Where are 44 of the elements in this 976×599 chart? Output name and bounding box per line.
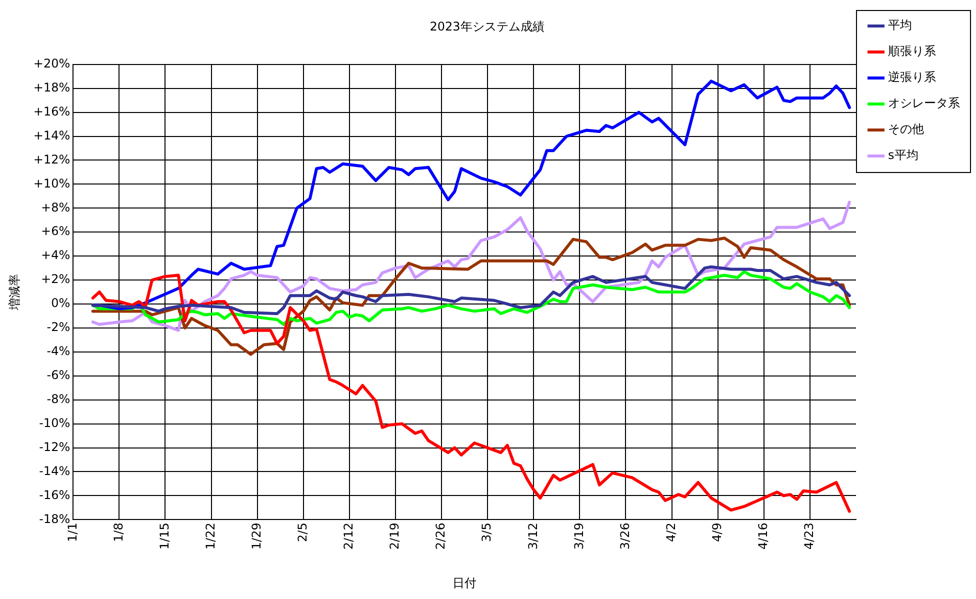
y-tick-label: -8%: [46, 392, 70, 406]
x-tick-label: 3/12: [526, 522, 540, 550]
x-tick-label: 2/12: [342, 522, 356, 550]
y-axis-title: 増減率: [7, 274, 22, 312]
y-tick-label: +4%: [41, 248, 70, 262]
y-tick-label: -10%: [39, 416, 70, 430]
y-tick-label: -14%: [39, 464, 70, 478]
x-tick-label: 1/8: [111, 522, 126, 542]
legend-label: オシレータ系: [888, 96, 960, 110]
y-tick-label: -4%: [46, 344, 70, 358]
y-tick-label: +8%: [41, 200, 70, 214]
x-tick-label: 3/5: [480, 522, 494, 542]
x-tick-label: 2/5: [296, 522, 310, 542]
y-tick-label: +18%: [33, 80, 70, 94]
x-tick-label: 4/2: [664, 522, 678, 542]
legend-label: 逆張り系: [888, 70, 936, 84]
x-tick-label: 3/19: [572, 522, 586, 550]
chart-title: 2023年システム成績: [430, 19, 544, 34]
x-tick-label: 3/26: [618, 522, 632, 550]
legend-label: 順張り系: [888, 44, 936, 58]
y-tick-label: +16%: [33, 104, 70, 118]
x-tick-label: 4/16: [756, 522, 770, 550]
y-tick-label: +2%: [41, 272, 70, 286]
x-tick-label: 1/22: [203, 522, 218, 550]
x-tick-label: 4/23: [802, 522, 816, 550]
legend-label: s平均: [888, 148, 918, 162]
x-tick-label: 4/9: [710, 522, 724, 542]
x-tick-label: 1/15: [157, 522, 172, 550]
y-tick-label: -16%: [39, 488, 70, 502]
x-tick-label: 2/19: [388, 522, 402, 550]
x-tick-label: 2/26: [434, 522, 448, 550]
y-tick-label: +12%: [33, 152, 70, 166]
legend-label: その他: [888, 122, 924, 136]
y-tick-label: +6%: [41, 224, 70, 238]
y-tick-label: -12%: [39, 440, 70, 454]
x-tick-label: 1/29: [249, 522, 264, 550]
x-axis-title: 日付: [452, 576, 477, 590]
y-tick-label: -2%: [46, 320, 70, 334]
y-tick-label: 0%: [51, 296, 70, 310]
legend-label: 平均: [888, 18, 912, 32]
y-tick-label: +14%: [33, 128, 70, 142]
y-tick-label: +10%: [33, 176, 70, 190]
y-tick-label: +20%: [33, 56, 70, 71]
y-tick-label: -6%: [46, 368, 70, 382]
